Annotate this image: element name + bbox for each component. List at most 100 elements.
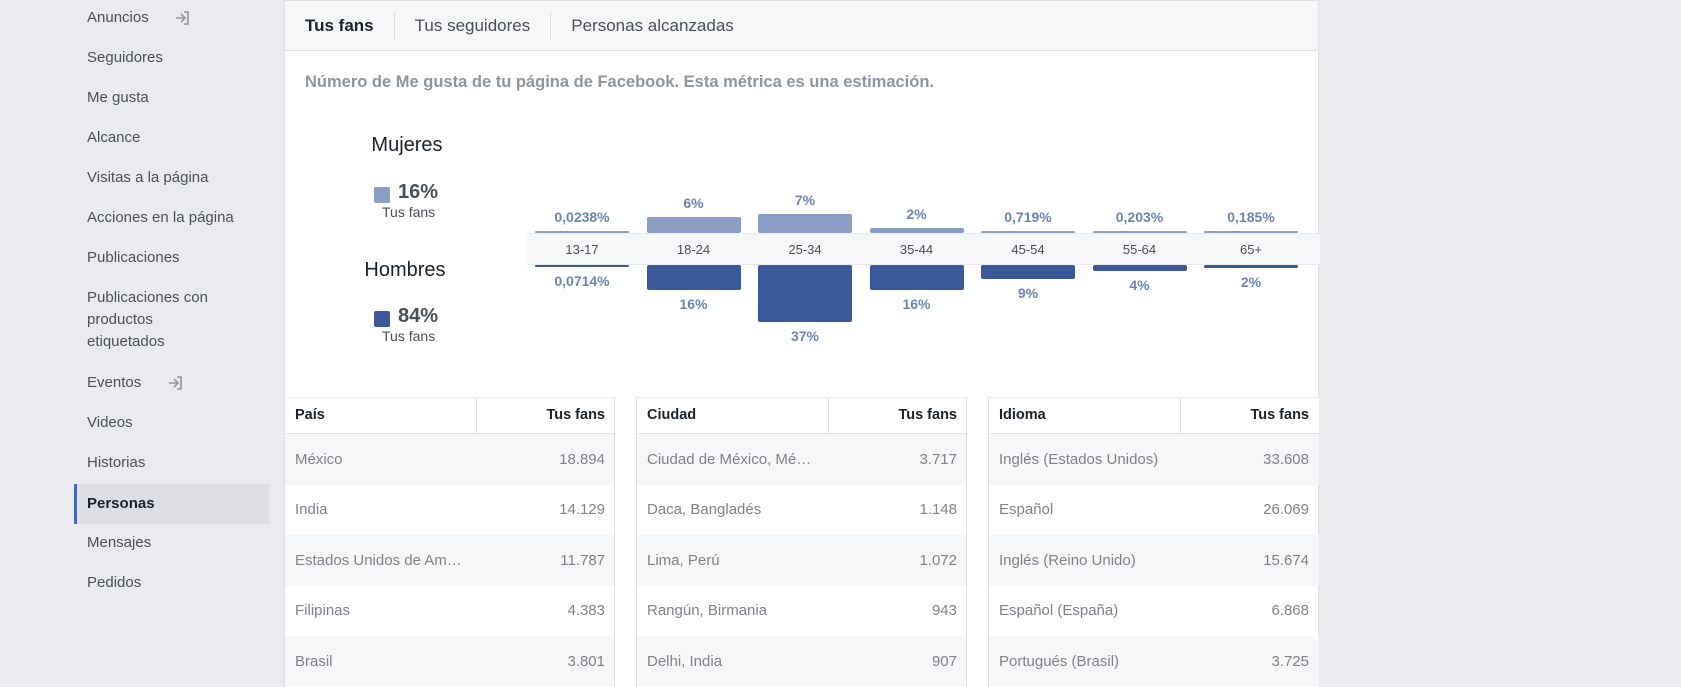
women-bar[interactable] xyxy=(981,231,1075,233)
login-arrow-icon xyxy=(173,9,191,27)
age-tick-label: 25-34 xyxy=(788,242,822,257)
women-bar-label: 0,185% xyxy=(1227,209,1275,225)
sidebar-item-alcance[interactable]: Alcance xyxy=(74,127,269,149)
women-bar[interactable] xyxy=(758,214,852,233)
sidebar-item-label: Visitas a la página xyxy=(87,169,209,186)
men-bar-label: 2% xyxy=(1240,274,1262,291)
people-panel: Tus fans Tus seguidores Personas alcanza… xyxy=(284,0,1320,687)
table-cell-value: 15.674 xyxy=(1263,551,1309,569)
men-legend-sub: Tus fans xyxy=(382,328,436,344)
women-bar-label: 0,719% xyxy=(1004,209,1052,225)
table-row: Estados Unidos de Am… 11.787 xyxy=(285,535,615,586)
column-header[interactable]: Tus fans xyxy=(546,407,605,423)
women-bar-label: 0,0238% xyxy=(554,209,610,225)
sidebar-item-me-gusta[interactable]: Me gusta xyxy=(74,87,269,109)
men-bar-label: 16% xyxy=(902,295,931,312)
column-header[interactable]: País xyxy=(285,398,477,433)
table-header: Ciudad Tus fans xyxy=(637,397,967,434)
table-cell-value: 1.072 xyxy=(919,551,957,569)
sidebar-item-historias[interactable]: Historias xyxy=(74,452,269,474)
sidebar-item-label: Anuncios xyxy=(87,9,149,26)
men-swatch xyxy=(374,311,390,327)
sidebar-item-label: Personas xyxy=(87,495,155,512)
table-cell-value: 11.787 xyxy=(560,551,605,569)
table-cell-name: México xyxy=(295,450,343,468)
men-bar[interactable] xyxy=(1204,265,1298,269)
column-header[interactable]: Tus fans xyxy=(898,407,957,423)
men-bar[interactable] xyxy=(758,265,852,323)
table-body: Inglés (Estados Unidos) 33.608 Español 26.0… xyxy=(989,434,1319,687)
table-cell-value: 3.725 xyxy=(1271,652,1309,670)
sidebar-item-videos[interactable]: Videos xyxy=(74,412,269,434)
table-cell-name: Daca, Bangladés xyxy=(647,501,762,519)
sidebar-item-anuncios[interactable]: Anuncios xyxy=(74,7,269,29)
table-cell-value: 33.608 xyxy=(1263,450,1309,468)
women-bar[interactable] xyxy=(869,227,964,233)
table-row: India 14.129 xyxy=(285,485,615,536)
sidebar-item-pedidos[interactable]: Pedidos xyxy=(74,572,269,594)
table-cell-name: Lima, Perú xyxy=(647,551,720,569)
column-header[interactable]: Tus fans xyxy=(1250,407,1309,423)
women-bar[interactable] xyxy=(1204,231,1298,233)
table-body: Ciudad de México, Mé… 3.717 Daca, Bangladé… xyxy=(637,434,967,687)
table-cell-name: Portugués (Brasil) xyxy=(999,652,1120,670)
table-cell-value: 18.894 xyxy=(559,450,605,468)
sidebar-item-label: Me gusta xyxy=(87,89,149,106)
sidebar-item-label: Eventos xyxy=(87,374,142,391)
table-cell-value: 4.383 xyxy=(567,602,605,620)
sidebar-item-seguidores[interactable]: Seguidores xyxy=(74,47,269,69)
table-cell-value: 1.148 xyxy=(919,501,957,519)
table-cell-name: India xyxy=(295,501,328,519)
women-bar-label: 2% xyxy=(906,205,927,222)
sidebar-item-personas[interactable]: Personas xyxy=(74,484,269,524)
table-row: Filipinas 4.383 xyxy=(285,586,615,637)
column-header[interactable]: Ciudad xyxy=(637,398,829,433)
table-cell-name: Filipinas xyxy=(295,602,351,620)
sidebar-item-visitas[interactable]: Visitas a la página xyxy=(74,167,269,189)
table-cell-name: Inglés (Reino Unido) xyxy=(999,551,1136,569)
age-gender-chart: 13-17 0,0238% 0,0714% 18-24 6% 16% 25-34 7% 37% 3… xyxy=(527,181,1320,391)
tab-tus-seguidores[interactable]: Tus seguidores xyxy=(393,11,551,40)
women-bar-label: 6% xyxy=(683,194,704,211)
table-cell-name: Español xyxy=(999,501,1054,519)
sidebar-item-label: Acciones en la página xyxy=(87,209,234,226)
women-bar[interactable] xyxy=(646,216,741,233)
table-row: Portugués (Brasil) 3.725 xyxy=(989,636,1319,687)
women-swatch xyxy=(374,187,390,203)
sidebar-item-eventos[interactable]: Eventos xyxy=(74,372,269,394)
men-bar[interactable] xyxy=(981,265,1075,279)
table-cell-name: Estados Unidos de Am… xyxy=(295,551,462,569)
sidebar-item-acciones[interactable]: Acciones en la página xyxy=(74,207,269,229)
sidebar-item-label: Videos xyxy=(87,414,133,431)
tab-tus-fans[interactable]: Tus fans xyxy=(305,15,374,35)
women-percentage: 16% xyxy=(398,181,439,203)
sidebar-item-publicaciones[interactable]: Publicaciones xyxy=(74,247,269,269)
women-bar[interactable] xyxy=(1092,231,1187,233)
men-bar[interactable] xyxy=(535,265,629,267)
language-table: Idioma Tus fans Inglés (Estados Unidos) 33.… xyxy=(989,397,1319,687)
table-gutter xyxy=(966,397,989,687)
table-cell-value: 6.868 xyxy=(1271,602,1309,620)
men-bar-label: 9% xyxy=(1017,284,1039,301)
metric-description: Número de Me gusta de tu página de Faceb… xyxy=(305,73,935,91)
sidebar-item-label: Publicaciones xyxy=(87,249,180,266)
table-header: Idioma Tus fans xyxy=(989,397,1319,434)
table-cell-name: Rangún, Birmania xyxy=(647,602,768,620)
women-bar[interactable] xyxy=(535,231,629,233)
men-bar[interactable] xyxy=(646,265,741,290)
men-bar[interactable] xyxy=(1092,265,1187,272)
tab-personas-alcanzadas[interactable]: Personas alcanzadas xyxy=(550,11,754,40)
table-row: Ciudad de México, Mé… 3.717 xyxy=(637,434,967,485)
table-cell-name: Brasil xyxy=(295,652,333,670)
table-row: Brasil 3.801 xyxy=(285,636,615,687)
column-header[interactable]: Idioma xyxy=(989,398,1181,433)
table-gutter xyxy=(614,397,637,687)
sidebar-item-mensajes[interactable]: Mensajes xyxy=(74,532,269,554)
men-bar[interactable] xyxy=(869,265,964,290)
age-tick-label: 45-54 xyxy=(1011,242,1045,257)
table-row: Inglés (Estados Unidos) 33.608 xyxy=(989,434,1319,485)
sidebar-item-publicaciones-productos[interactable]: Publicaciones con productos etiquetados xyxy=(74,287,224,353)
women-bar-label: 7% xyxy=(794,192,816,209)
table-cell-value: 26.069 xyxy=(1263,501,1309,519)
table-cell-value: 943 xyxy=(931,602,957,620)
